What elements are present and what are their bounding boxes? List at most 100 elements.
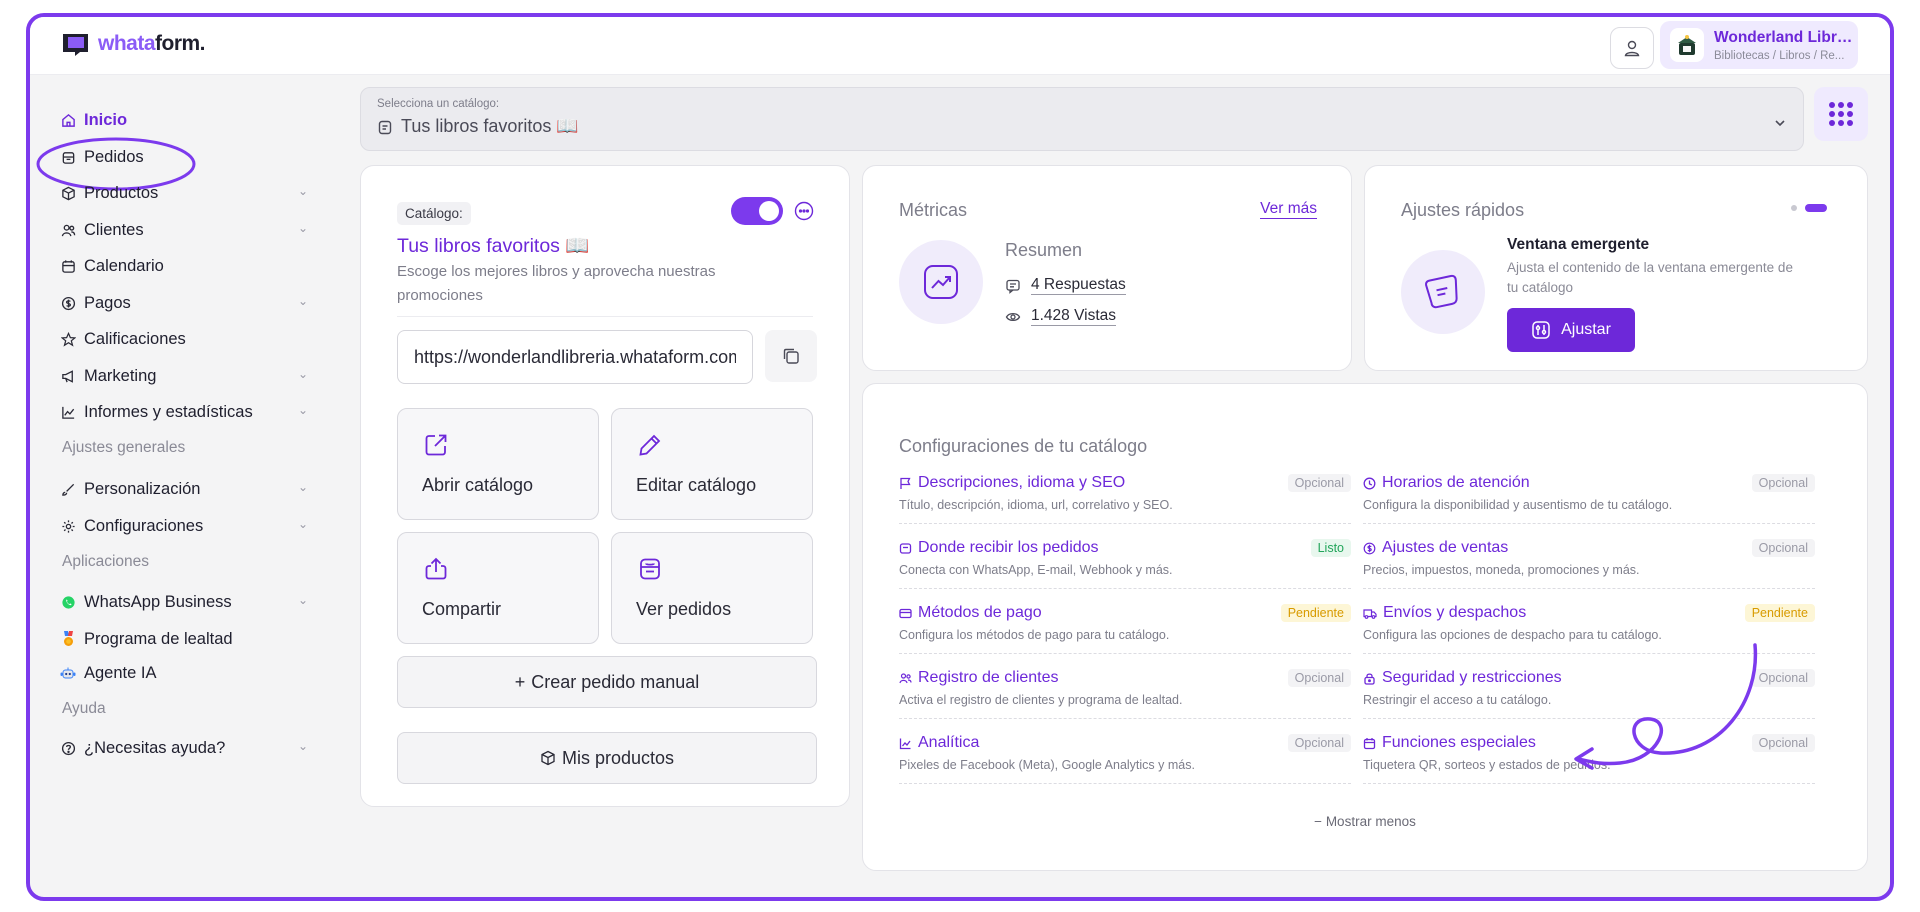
config-item-analitica[interactable]: Analítica Pixeles de Facebook (Meta), Go… [899,720,1351,784]
config-item-title: Métodos de pago [918,604,1042,621]
share-icon [425,557,447,580]
chevron-down-icon[interactable]: ⌄ [297,480,308,494]
see-more-link[interactable]: Ver más [1260,200,1317,219]
view-orders-tile[interactable]: Ver pedidos [611,532,813,644]
config-item-title: Donde recibir los pedidos [918,539,1099,556]
popup-circle [1401,250,1485,334]
user-button[interactable] [1610,27,1654,69]
status-badge: Opcional [1751,539,1815,557]
sidebar-item-configuraciones[interactable]: Configuraciones ⌄ [60,513,312,539]
catalog-config-card: Configuraciones de tu catálogo Descripci… [862,383,1868,871]
my-products-button[interactable]: Mis productos [397,732,817,784]
sidebar-item-label: Calendario [84,256,164,275]
help-icon [60,740,76,756]
views-value: 1.428 Vistas [1031,307,1117,326]
more-options-icon[interactable] [793,200,815,222]
sliders-icon [1532,321,1550,339]
my-products-label: Mis productos [561,747,675,768]
config-item-pedidos[interactable]: Donde recibir los pedidos Conecta con Wh… [899,525,1351,589]
sidebar-item-label: Clientes [84,220,144,239]
status-badge: Opcional [1287,669,1351,687]
edit-catalog-tile[interactable]: Editar catálogo [611,408,813,520]
chart-icon [899,738,911,749]
sidebar-item-label: Calificaciones [84,329,186,348]
chevron-down-icon[interactable]: ⌄ [297,403,308,417]
sidebar-item-ayuda[interactable]: ¿Necesitas ayuda? ⌄ [60,735,312,761]
copy-icon [783,348,799,364]
chevron-down-icon[interactable]: ⌄ [297,367,308,381]
metrics-title: Métricas [899,200,968,220]
quick-settings-card: Ajustes rápidos Ventana emergente Ajusta… [1364,165,1868,371]
config-item-desc: Restringir el acceso a tu catálogo. [1363,693,1552,707]
open-catalog-tile[interactable]: Abrir catálogo [397,408,599,520]
megaphone-icon [60,368,76,384]
show-less-button[interactable]: − Mostrar menos [863,814,1867,829]
config-item-funciones[interactable]: Funciones especiales Tiquetera QR, sorte… [1363,720,1815,784]
carousel-dot-active[interactable] [1805,204,1827,212]
logo[interactable]: whataform. [62,31,206,57]
brush-icon [60,481,76,497]
sidebar: Inicio Pedidos Productos ⌄ Clientes ⌄ Ca… [30,75,320,897]
sidebar-item-personalizacion[interactable]: Personalización ⌄ [60,476,312,502]
catalog-select[interactable]: Selecciona un catálogo: Tus libros favor… [360,87,1804,151]
copy-url-button[interactable] [765,330,817,382]
chevron-down-icon[interactable]: ⌄ [297,294,308,308]
status-badge: Opcional [1751,669,1815,687]
apps-grid-button[interactable] [1814,87,1868,141]
lock-icon [1364,672,1375,685]
responses-metric[interactable]: 4 Respuestas [1005,276,1126,295]
sidebar-item-agente-ia[interactable]: Agente IA [60,660,312,686]
status-badge: Opcional [1751,474,1815,492]
sidebar-item-productos[interactable]: Productos ⌄ [60,180,312,206]
divider [397,316,813,317]
chevron-down-icon[interactable]: ⌄ [297,184,308,198]
chevron-down-icon [1775,120,1785,127]
sidebar-item-pagos[interactable]: Pagos ⌄ [60,290,312,316]
sidebar-item-label: Informes y estadísticas [84,402,253,421]
sidebar-item-whatsapp[interactable]: WhatsApp Business ⌄ [60,589,312,615]
sidebar-item-clientes[interactable]: Clientes ⌄ [60,217,312,243]
config-item-seguridad[interactable]: Seguridad y restricciones Restringir el … [1363,655,1815,719]
catalog-tag: Catálogo: [397,202,471,225]
dollar-icon [1363,542,1376,554]
section-title-ajustes: Ajustes generales [62,439,186,456]
sidebar-item-lealtad[interactable]: Programa de lealtad [60,626,312,652]
catalog-url-field[interactable] [397,330,753,384]
config-item-registro[interactable]: Registro de clientes Activa el registro … [899,655,1351,719]
bag-icon [60,149,76,165]
carousel-dots[interactable] [1791,204,1827,212]
catalog-enabled-toggle[interactable] [731,197,783,225]
views-metric[interactable]: 1.428 Vistas [1005,307,1117,326]
chevron-down-icon[interactable]: ⌄ [297,593,308,607]
sidebar-item-informes[interactable]: Informes y estadísticas ⌄ [60,399,312,425]
config-item-ventas[interactable]: Ajustes de ventas Precios, impuestos, mo… [1363,525,1815,589]
external-link-icon [425,434,447,456]
dollar-icon [60,295,76,311]
logo-icon [63,34,88,56]
config-item-seo[interactable]: Descripciones, idioma y SEO Título, desc… [899,460,1351,524]
config-item-pagos[interactable]: Métodos de pago Configura los métodos de… [899,590,1351,654]
sidebar-item-marketing[interactable]: Marketing ⌄ [60,363,312,389]
config-item-title: Envíos y despachos [1383,604,1527,621]
chevron-down-icon[interactable]: ⌄ [297,517,308,531]
store-selector[interactable]: Wonderland Libre... Bibliotecas / Libros… [1660,21,1858,69]
sidebar-item-calificaciones[interactable]: Calificaciones [60,326,312,352]
config-item-envios[interactable]: Envíos y despachos Configura las opcione… [1363,590,1815,654]
box-icon [60,185,76,201]
users-icon [60,222,76,238]
share-tile[interactable]: Compartir [397,532,599,644]
chevron-down-icon[interactable]: ⌄ [297,739,308,753]
sidebar-item-calendario[interactable]: Calendario [60,253,312,279]
carousel-dot[interactable] [1791,205,1797,211]
message-icon [1006,279,1020,294]
create-manual-order-button[interactable]: + Crear pedido manual [397,656,817,708]
eye-icon [1005,312,1021,321]
config-item-title: Ajustes de ventas [1382,539,1509,556]
chevron-down-icon[interactable]: ⌄ [297,221,308,235]
box-icon [541,750,555,766]
config-item-desc: Pixeles de Facebook (Meta), Google Analy… [899,758,1195,772]
sidebar-item-inicio[interactable]: Inicio [60,107,312,133]
sidebar-item-pedidos[interactable]: Pedidos [60,144,312,170]
config-item-horarios[interactable]: Horarios de atención Configura la dispon… [1363,460,1815,524]
adjust-button[interactable]: Ajustar [1507,308,1635,352]
